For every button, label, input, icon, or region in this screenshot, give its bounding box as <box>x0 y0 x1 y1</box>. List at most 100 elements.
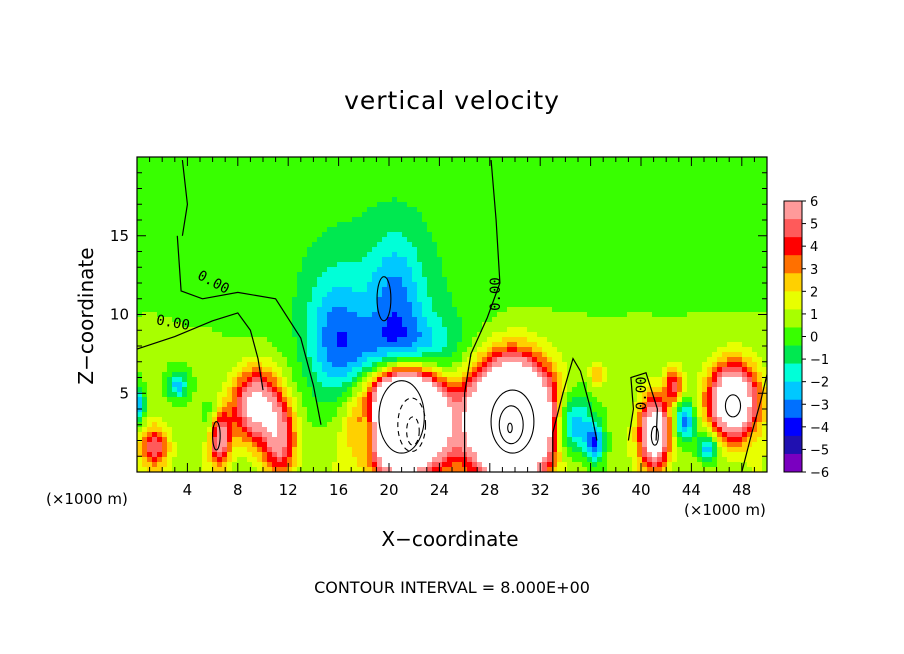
heatmap-cell <box>522 297 528 303</box>
heatmap-cell <box>442 157 448 163</box>
heatmap-cell <box>262 252 268 258</box>
heatmap-cell <box>282 197 288 203</box>
heatmap-cell <box>447 242 453 248</box>
heatmap-cell <box>472 312 478 318</box>
heatmap-cell <box>642 247 648 253</box>
heatmap-cell <box>757 227 763 233</box>
heatmap-cell <box>152 167 158 173</box>
heatmap-cell <box>667 297 673 303</box>
heatmap-cell <box>487 257 493 263</box>
heatmap-cell <box>662 287 668 293</box>
heatmap-cell <box>372 312 378 318</box>
heatmap-cell <box>197 337 203 343</box>
heatmap-cell <box>262 237 268 243</box>
heatmap-cell <box>597 272 603 278</box>
heatmap-cell <box>212 312 218 318</box>
heatmap-cell <box>627 182 633 188</box>
heatmap-cell <box>757 332 763 338</box>
heatmap-cell <box>187 327 193 333</box>
heatmap-cell <box>622 217 628 223</box>
heatmap-cell <box>657 292 663 298</box>
heatmap-cell <box>742 302 748 308</box>
heatmap-cell <box>152 287 158 293</box>
heatmap-cell <box>447 167 453 173</box>
heatmap-cell <box>672 212 678 218</box>
heatmap-cell <box>422 267 428 273</box>
heatmap-cell <box>527 302 533 308</box>
heatmap-cell <box>197 322 203 328</box>
heatmap-cell <box>207 267 213 273</box>
heatmap-cell <box>637 202 643 208</box>
heatmap-cell <box>352 202 358 208</box>
heatmap-cell <box>222 197 228 203</box>
heatmap-cell <box>337 292 343 298</box>
heatmap-cell <box>757 327 763 333</box>
heatmap-cell <box>302 187 308 193</box>
heatmap-cell <box>512 292 518 298</box>
heatmap-cell <box>717 327 723 333</box>
heatmap-cell <box>187 342 193 348</box>
heatmap-cell <box>737 292 743 298</box>
heatmap-cell <box>297 327 303 333</box>
heatmap-cell <box>347 277 353 283</box>
heatmap-cell <box>422 182 428 188</box>
heatmap-cell <box>537 327 543 333</box>
heatmap-cell <box>587 267 593 273</box>
heatmap-cell <box>472 332 478 338</box>
heatmap-cell <box>207 347 213 353</box>
heatmap-cell <box>367 352 373 358</box>
heatmap-cell <box>622 307 628 313</box>
heatmap-cell <box>537 172 543 178</box>
heatmap-cell <box>757 317 763 323</box>
heatmap-cell <box>702 257 708 263</box>
heatmap-cell <box>437 272 443 278</box>
heatmap-cell <box>357 327 363 333</box>
heatmap-cell <box>282 347 288 353</box>
heatmap-cell <box>342 187 348 193</box>
heatmap-cell <box>532 262 538 268</box>
heatmap-cell <box>222 302 228 308</box>
heatmap-cell <box>187 307 193 313</box>
heatmap-cell <box>742 327 748 333</box>
heatmap-cell <box>587 302 593 308</box>
heatmap-cell <box>652 307 658 313</box>
heatmap-cell <box>582 162 588 168</box>
heatmap-cell <box>742 307 748 313</box>
heatmap-cell <box>427 262 433 268</box>
heatmap-cell <box>302 242 308 248</box>
heatmap-cell <box>262 197 268 203</box>
heatmap-cell <box>212 292 218 298</box>
heatmap-cell <box>397 187 403 193</box>
heatmap-cell <box>257 207 263 213</box>
heatmap-cell <box>412 252 418 258</box>
heatmap-cell <box>302 307 308 313</box>
heatmap-cell <box>572 167 578 173</box>
heatmap-cell <box>232 167 238 173</box>
heatmap-cell <box>677 232 683 238</box>
heatmap-cell <box>432 217 438 223</box>
heatmap-cell <box>357 217 363 223</box>
heatmap-cell <box>227 247 233 253</box>
heatmap-cell <box>417 337 423 343</box>
heatmap-cell <box>742 312 748 318</box>
heatmap-cell <box>692 277 698 283</box>
heatmap-cell <box>702 312 708 318</box>
heatmap-cell <box>332 352 338 358</box>
heatmap-cell <box>597 202 603 208</box>
heatmap-cell <box>142 212 148 218</box>
heatmap-cell <box>322 157 328 163</box>
heatmap-cell <box>762 212 768 218</box>
heatmap-cell <box>752 322 758 328</box>
heatmap-cell <box>492 167 498 173</box>
heatmap-cell <box>142 292 148 298</box>
heatmap-cell <box>687 297 693 303</box>
heatmap-cell <box>752 292 758 298</box>
heatmap-cell <box>472 327 478 333</box>
heatmap-cell <box>237 297 243 303</box>
heatmap-cell <box>712 237 718 243</box>
heatmap-cell <box>467 247 473 253</box>
heatmap-cell <box>277 262 283 268</box>
heatmap-cell <box>632 267 638 273</box>
heatmap-cell <box>722 307 728 313</box>
heatmap-cell <box>527 202 533 208</box>
